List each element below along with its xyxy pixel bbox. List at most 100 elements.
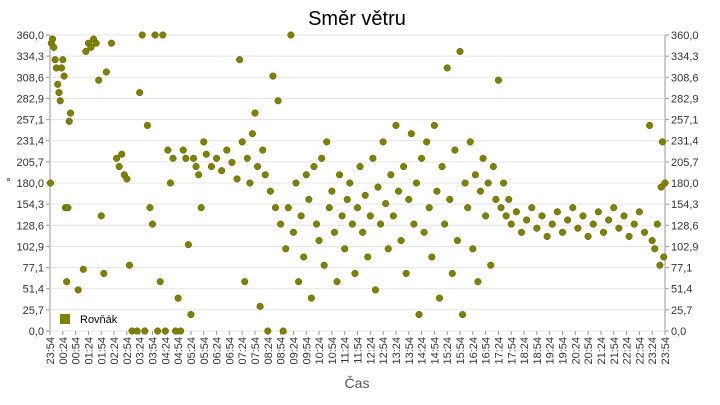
point: [218, 167, 226, 175]
point: [425, 204, 433, 212]
point: [512, 208, 520, 216]
point: [182, 154, 190, 162]
x-tick-label: 17:54: [506, 337, 518, 365]
point: [333, 278, 341, 286]
x-tick-label: 21:24: [596, 337, 608, 365]
x-tick-label: 02:24: [109, 337, 121, 365]
point: [548, 220, 556, 228]
point: [60, 72, 68, 80]
point: [100, 269, 108, 277]
point: [223, 146, 231, 154]
y-tick-label: 257,1: [16, 115, 44, 127]
x-tick-label: 06:54: [224, 337, 236, 365]
point: [441, 220, 449, 228]
point: [615, 224, 623, 232]
point: [228, 158, 236, 166]
x-tick-label: 20:54: [583, 337, 595, 365]
point: [579, 212, 587, 220]
point: [330, 228, 338, 236]
point: [464, 204, 472, 212]
point: [246, 179, 254, 187]
point: [435, 294, 444, 302]
point: [553, 208, 561, 216]
point: [384, 245, 392, 253]
point: [256, 302, 264, 310]
x-tick-label: 22:54: [634, 337, 646, 365]
point: [166, 179, 174, 187]
point: [202, 150, 210, 158]
point: [318, 154, 326, 162]
point: [456, 47, 464, 55]
point: [474, 278, 482, 286]
point: [343, 195, 351, 203]
y2-tick-label: 282,9: [671, 93, 699, 105]
y2-tick-label: 205,7: [671, 157, 699, 169]
point: [466, 138, 474, 146]
x-tick-label: 19:24: [545, 337, 557, 365]
point: [361, 191, 369, 199]
point: [348, 220, 356, 228]
point: [405, 195, 413, 203]
point: [364, 253, 372, 261]
point: [197, 204, 205, 212]
point: [448, 269, 456, 277]
point: [433, 187, 441, 195]
point: [356, 163, 364, 171]
point: [558, 228, 567, 236]
x-tick-label: 16:54: [481, 337, 493, 365]
x-tick-label: 10:54: [327, 337, 339, 365]
point: [177, 327, 185, 335]
x-tick-label: 03:54: [148, 337, 160, 365]
x-tick-label: 10:24: [314, 337, 326, 365]
point: [287, 31, 295, 39]
point: [261, 171, 269, 179]
point: [420, 228, 428, 236]
point: [284, 204, 292, 212]
point: [423, 138, 431, 146]
point: [341, 245, 349, 253]
point: [487, 261, 495, 269]
point: [248, 130, 256, 138]
point: [300, 253, 308, 261]
point: [538, 212, 546, 220]
point: [148, 220, 157, 228]
x-tick-label: 18:24: [519, 337, 531, 365]
point: [146, 204, 154, 212]
y2-tick-label: 25,7: [671, 305, 692, 317]
point: [323, 138, 331, 146]
point: [453, 237, 461, 245]
point: [325, 204, 333, 212]
y-tick-label: 128,6: [16, 220, 44, 232]
x-tick-label: 12:24: [365, 337, 377, 365]
point: [658, 138, 666, 146]
point: [482, 212, 490, 220]
point: [469, 245, 477, 253]
x-tick-label: 08:54: [276, 337, 288, 365]
point: [141, 327, 149, 335]
y2-tick-label: 51,4: [671, 284, 692, 296]
point: [430, 121, 438, 129]
point: [394, 187, 403, 195]
point: [400, 163, 408, 171]
point: [574, 224, 582, 232]
x-tick-label: 15:54: [455, 337, 467, 365]
point: [392, 121, 400, 129]
point: [50, 43, 58, 51]
point: [102, 68, 110, 76]
y-tick-label: 334,3: [16, 51, 44, 63]
point: [492, 195, 500, 203]
x-tick-label: 03:24: [135, 337, 147, 365]
point: [507, 220, 515, 228]
point: [584, 232, 592, 240]
point: [269, 72, 277, 80]
point: [118, 150, 126, 158]
point: [346, 179, 354, 187]
point: [274, 97, 282, 105]
point: [243, 154, 251, 162]
y-tick-label: 308,6: [16, 72, 44, 84]
x-tick-label: 07:24: [237, 337, 249, 365]
point: [656, 261, 664, 269]
x-tick-label: 23:24: [647, 337, 659, 365]
point: [489, 163, 497, 171]
point: [353, 204, 362, 212]
